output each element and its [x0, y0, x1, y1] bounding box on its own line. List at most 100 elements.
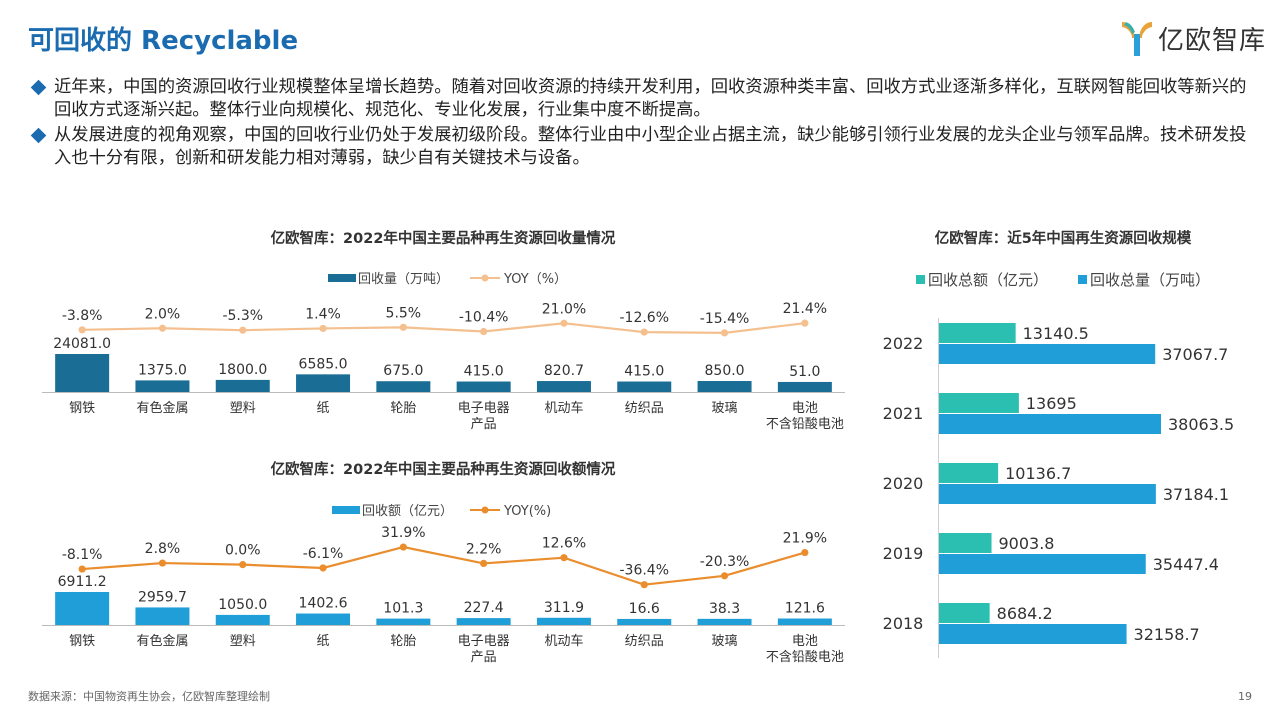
- volume-label-1: 38063.5: [1168, 415, 1234, 434]
- bar-1-1: [135, 380, 190, 392]
- category-label-1-9: 不含铅酸电池: [766, 416, 844, 432]
- yoy-point-1-1: [158, 324, 167, 332]
- legend: 回收量（万吨） YOY（%）: [328, 272, 567, 287]
- bar-label-1-9: 51.0: [789, 364, 820, 380]
- legend-bar-label: 回收额（亿元）: [362, 504, 453, 519]
- yoy-label-2-6: 12.6%: [542, 536, 586, 552]
- legend: 回收总额（亿元） 回收总量（万吨）: [916, 271, 1210, 289]
- legend-teal-label: 回收总额（亿元）: [928, 271, 1048, 289]
- bullet-text: 近年来，中国的资源回收行业规模整体呈增长趋势。随着对回收资源的持续开发利用，回收…: [54, 77, 1247, 120]
- bar-2-3: [296, 613, 351, 625]
- amount-bar-2: [939, 463, 999, 483]
- category-label-1-3: 纸: [317, 401, 330, 416]
- yoy-label-2-8: -20.3%: [700, 554, 750, 570]
- amount-label-4: 8684.2: [997, 604, 1053, 623]
- bar-1-0: [55, 354, 110, 392]
- page-number: 19: [1238, 690, 1252, 703]
- yoy-point-2-2: [239, 561, 247, 569]
- category-label-2-8: 玻璃: [712, 634, 738, 649]
- legend-line-label: YOY(%): [503, 504, 551, 519]
- year-label-2: 2020: [883, 474, 924, 493]
- bar-2-8: [697, 618, 752, 625]
- yoy-point-2-5: [480, 559, 488, 568]
- legend-line-marker: [481, 506, 489, 514]
- bar-1-9: [777, 381, 832, 392]
- yoy-label-2-1: 2.8%: [145, 541, 181, 557]
- category-label-2-5: 产品: [471, 650, 497, 665]
- category-label-2-0: 钢铁: [69, 634, 95, 649]
- bar-label-2-7: 16.6: [629, 601, 660, 617]
- category-label-1-2: 塑料: [230, 401, 256, 416]
- bar-1-5: [456, 381, 511, 392]
- bar-label-2-3: 1402.6: [299, 596, 348, 612]
- yoy-point-1-3: [319, 324, 327, 333]
- bar-label-1-7: 415.0: [624, 364, 664, 380]
- legend-bar-swatch: [328, 274, 356, 282]
- volume-bar-2: [939, 484, 1156, 504]
- logo: 亿欧智库: [1120, 16, 1266, 60]
- bar-label-1-2: 1800.0: [218, 362, 267, 378]
- bar-1-8: [697, 381, 752, 392]
- amount-bar-4: [939, 603, 990, 623]
- yoy-label-2-2: 0.0%: [225, 543, 261, 559]
- legend-bar-swatch: [332, 506, 360, 514]
- yoy-label-1-1: 2.0%: [145, 306, 181, 322]
- yoy-point-2-3: [319, 564, 327, 572]
- bullet-list: 近年来，中国的资源回收行业规模整体呈增长趋势。随着对回收资源的持续开发利用，回收…: [30, 76, 1257, 172]
- yoy-label-2-3: -6.1%: [303, 546, 344, 562]
- category-label-2-5: 电子电器: [458, 634, 510, 649]
- logo-text: 亿欧智库: [1158, 25, 1267, 56]
- volume-bar-3: [939, 554, 1146, 574]
- amount-label-3: 9003.8: [999, 534, 1055, 553]
- bar-label-1-5: 415.0: [464, 364, 504, 380]
- bar-label-2-2: 1050.0: [218, 597, 267, 613]
- bar-2-7: [617, 618, 672, 625]
- volume-label-2: 37184.1: [1163, 485, 1229, 504]
- category-label-1-5: 电子电器: [458, 401, 510, 416]
- bar-1-3: [296, 374, 351, 392]
- volume-bar-0: [939, 344, 1156, 364]
- yoy-label-1-3: 1.4%: [305, 306, 341, 322]
- bar-2-9: [777, 618, 832, 625]
- category-label-2-9: 不含铅酸电池: [766, 649, 844, 665]
- bar-2-4: [376, 618, 431, 625]
- yoy-point-2-7: [640, 581, 648, 589]
- chart-title: 亿欧智库：2022年中国主要品种再生资源回收额情况: [271, 460, 616, 478]
- yoy-label-2-5: 2.2%: [466, 541, 502, 557]
- yoy-point-1-7: [640, 328, 648, 336]
- yoy-label-1-4: 5.5%: [386, 305, 422, 321]
- amount-bar-0: [939, 323, 1016, 343]
- year-label-4: 2018: [883, 614, 924, 633]
- yoy-label-2-4: 31.9%: [381, 525, 425, 541]
- volume-label-4: 32158.7: [1134, 625, 1200, 644]
- bar-label-2-6: 311.9: [544, 600, 584, 616]
- volume-label-3: 35447.4: [1153, 555, 1219, 574]
- bar-label-2-8: 38.3: [709, 601, 740, 617]
- yoy-label-1-6: 21.0%: [542, 301, 586, 317]
- category-label-1-0: 钢铁: [69, 401, 95, 416]
- yoy-label-1-8: -15.4%: [700, 311, 750, 327]
- yoy-point-1-8: [720, 329, 729, 337]
- amount-label-0: 13140.5: [1023, 324, 1089, 343]
- legend-line-marker: [481, 274, 489, 282]
- year-label-1: 2021: [883, 404, 924, 423]
- legend-line-label: YOY（%）: [503, 272, 567, 287]
- yoy-label-1-0: -3.8%: [62, 308, 103, 324]
- yoy-point-1-6: [560, 319, 568, 327]
- category-label-1-4: 轮胎: [390, 401, 416, 416]
- bar-label-1-4: 675.0: [383, 363, 423, 379]
- category-label-1-5: 产品: [471, 417, 497, 432]
- volume-label-0: 37067.7: [1162, 345, 1228, 364]
- bar-1-2: [215, 379, 270, 392]
- yoy-line-2: [82, 545, 806, 586]
- category-label-2-2: 塑料: [230, 634, 256, 649]
- yoy-label-2-9: 21.9%: [783, 531, 827, 547]
- yoy-point-1-9: [801, 319, 809, 327]
- amount-label-1: 13695: [1026, 394, 1077, 413]
- amount-bar-3: [939, 533, 992, 553]
- amount-label-2: 10136.7: [1005, 464, 1071, 483]
- bar-2-6: [536, 617, 591, 625]
- yoy-point-2-6: [560, 554, 568, 562]
